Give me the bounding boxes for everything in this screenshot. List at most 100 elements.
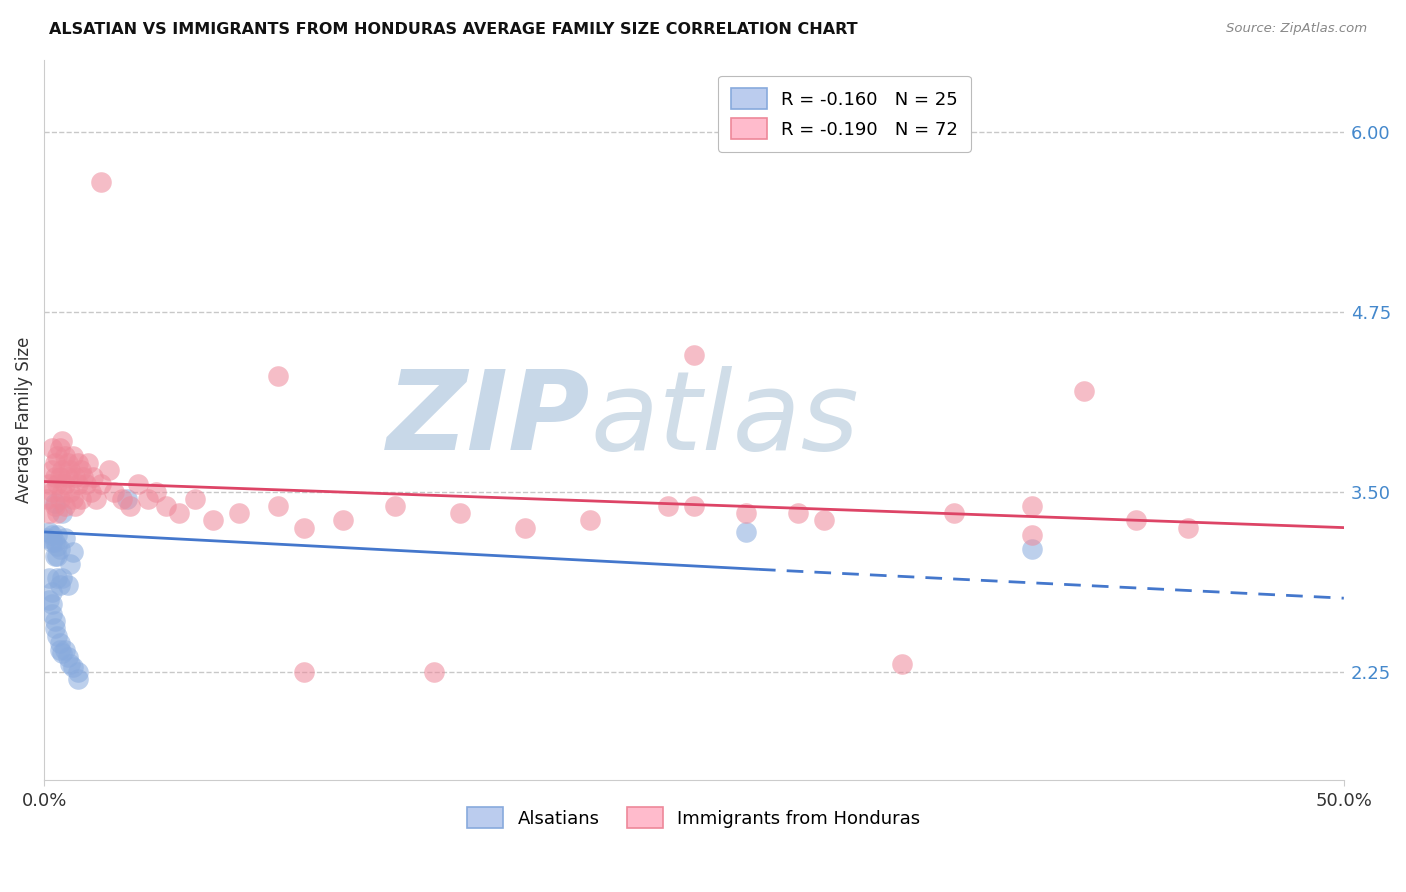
Point	[69, 491, 91, 506]
Point	[77, 456, 100, 470]
Point	[117, 491, 139, 506]
Point	[66, 665, 89, 679]
Point	[38, 506, 60, 520]
Point	[46, 449, 69, 463]
Point	[449, 506, 471, 520]
Text: Source: ZipAtlas.com: Source: ZipAtlas.com	[1226, 22, 1367, 36]
Point	[683, 499, 706, 513]
Text: atlas: atlas	[591, 366, 859, 473]
Point	[41, 528, 63, 542]
Point	[62, 660, 84, 674]
Point	[890, 657, 912, 672]
Point	[118, 499, 141, 513]
Point	[38, 524, 60, 539]
Point	[65, 499, 87, 513]
Point	[38, 477, 60, 491]
Point	[202, 513, 225, 527]
Point	[38, 571, 60, 585]
Point	[51, 434, 73, 449]
Point	[44, 470, 66, 484]
Point	[53, 477, 76, 491]
Point	[513, 520, 536, 534]
Point	[44, 535, 66, 549]
Point	[56, 456, 79, 470]
Point	[41, 535, 63, 549]
Point	[66, 477, 89, 491]
Point	[48, 578, 70, 592]
Point	[41, 463, 63, 477]
Point	[735, 524, 758, 539]
Point	[267, 369, 290, 384]
Point	[942, 506, 965, 520]
Point	[59, 484, 82, 499]
Point	[51, 484, 73, 499]
Point	[579, 513, 602, 527]
Point	[90, 175, 112, 189]
Point	[813, 513, 835, 527]
Point	[267, 499, 290, 513]
Point	[62, 491, 84, 506]
Point	[38, 592, 60, 607]
Legend: Alsatians, Immigrants from Honduras: Alsatians, Immigrants from Honduras	[460, 800, 928, 836]
Point	[46, 477, 69, 491]
Point	[44, 456, 66, 470]
Point	[332, 513, 354, 527]
Point	[41, 597, 63, 611]
Point	[184, 491, 207, 506]
Point	[1073, 384, 1095, 398]
Point	[44, 621, 66, 635]
Point	[35, 491, 58, 506]
Point	[53, 531, 76, 545]
Point	[72, 470, 94, 484]
Point	[84, 491, 107, 506]
Point	[292, 520, 315, 534]
Y-axis label: Average Family Size: Average Family Size	[15, 336, 32, 503]
Point	[46, 528, 69, 542]
Point	[735, 506, 758, 520]
Point	[59, 557, 82, 571]
Point	[292, 665, 315, 679]
Point	[48, 643, 70, 657]
Point	[90, 477, 112, 491]
Point	[62, 545, 84, 559]
Point	[48, 442, 70, 456]
Point	[127, 477, 149, 491]
Point	[44, 499, 66, 513]
Text: ZIP: ZIP	[387, 366, 591, 473]
Point	[98, 463, 121, 477]
Point	[1177, 520, 1199, 534]
Point	[44, 614, 66, 628]
Point	[787, 506, 810, 520]
Point	[46, 506, 69, 520]
Point	[59, 657, 82, 672]
Point	[228, 506, 250, 520]
Point	[41, 484, 63, 499]
Point	[56, 578, 79, 592]
Point	[423, 665, 446, 679]
Point	[48, 491, 70, 506]
Point	[136, 491, 159, 506]
Point	[41, 442, 63, 456]
Point	[384, 499, 406, 513]
Point	[51, 571, 73, 585]
Point	[56, 650, 79, 665]
Point	[103, 484, 125, 499]
Point	[111, 491, 134, 506]
Point	[35, 531, 58, 545]
Point	[1021, 499, 1043, 513]
Point	[65, 470, 87, 484]
Point	[53, 643, 76, 657]
Point	[83, 470, 105, 484]
Point	[66, 672, 89, 686]
Point	[657, 499, 679, 513]
Point	[80, 484, 103, 499]
Point	[69, 463, 91, 477]
Point	[48, 470, 70, 484]
Point	[41, 585, 63, 599]
Point	[169, 506, 191, 520]
Point	[145, 484, 167, 499]
Point	[1125, 513, 1147, 527]
Point	[51, 646, 73, 660]
Point	[66, 456, 89, 470]
Point	[44, 496, 66, 510]
